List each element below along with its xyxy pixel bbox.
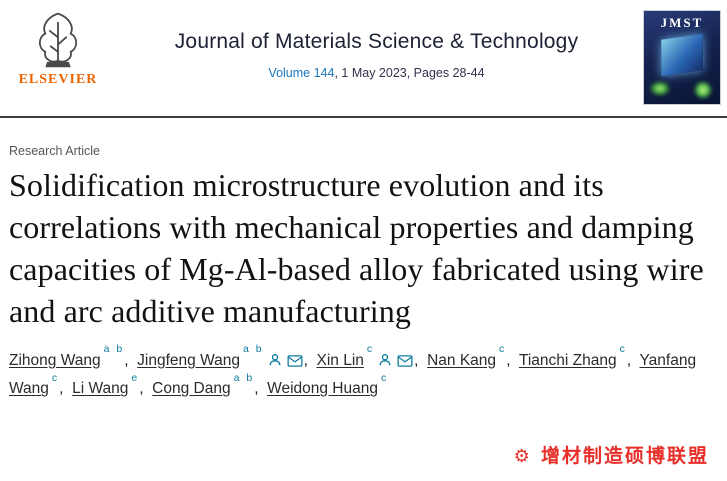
journal-title-link[interactable]: Journal of Materials Science & Technolog…: [174, 30, 579, 53]
author: Xin Linc,: [316, 344, 428, 369]
journal-title-block: Journal of Materials Science & Technolog…: [110, 8, 643, 80]
author: Li Wange,: [72, 373, 153, 398]
cover-glow-graphic: [651, 82, 669, 95]
author-affiliation: a b: [233, 372, 255, 385]
cover-glow-graphic: [695, 82, 711, 98]
author-link[interactable]: Zihong Wang: [9, 351, 101, 369]
author-separator: ,: [303, 351, 317, 369]
author-affiliation: c: [51, 372, 60, 385]
author-link[interactable]: Weidong Huang: [267, 380, 378, 398]
author-separator: ,: [59, 380, 73, 398]
author-link[interactable]: Xin Lin: [316, 351, 364, 369]
author-separator: ,: [414, 351, 428, 369]
author: Yanfang Wangc,: [9, 352, 696, 398]
author-link[interactable]: Nan Kang: [427, 351, 497, 369]
article-type-label: Research Article: [9, 144, 101, 158]
journal-cover-thumbnail[interactable]: JMST: [643, 10, 721, 105]
watermark-gear-icon: ⚙: [513, 446, 532, 466]
author-affiliation: c: [619, 343, 627, 356]
person-icon[interactable]: [378, 353, 392, 367]
author-link[interactable]: Yanfang Wang: [9, 351, 697, 398]
article-front-matter: Research Article Solidification microstr…: [0, 144, 727, 404]
author: Zihong Wanga b,: [9, 344, 138, 369]
author-separator: ,: [254, 380, 268, 398]
watermark-text: 增材制造硕博联盟: [540, 446, 709, 467]
author-affiliation: a b: [103, 343, 125, 356]
author-link[interactable]: Tianchi Zhang: [518, 351, 617, 369]
article-title: Solidification microstructure evolution …: [9, 167, 704, 329]
watermark: ⚙ 增材制造硕博联盟: [514, 441, 709, 468]
author-separator: ,: [626, 351, 640, 369]
cover-jmst-label: JMST: [660, 15, 704, 30]
elsevier-wordmark: ELSEVIER: [18, 72, 98, 87]
author-affiliation: c: [499, 343, 507, 356]
person-icon[interactable]: [268, 353, 282, 367]
author-affiliation: a b: [242, 343, 264, 356]
header-divider: [0, 116, 727, 118]
author-link[interactable]: Li Wang: [72, 380, 129, 398]
journal-masthead: ELSEVIER Journal of Materials Science & …: [0, 0, 727, 108]
author-link[interactable]: Jingfeng Wang: [137, 351, 240, 369]
issue-info: , 1 May 2023, Pages 28-44: [334, 66, 485, 80]
author-separator: ,: [124, 351, 138, 369]
author-link[interactable]: Cong Dang: [152, 380, 231, 398]
author-affiliation: e: [131, 372, 140, 385]
author: Jingfeng Wanga b,: [137, 344, 317, 369]
author: Weidong Huangc: [267, 373, 388, 398]
volume-link[interactable]: Volume 144: [268, 66, 335, 80]
author-separator: ,: [506, 351, 519, 369]
author: Nan Kangc,: [427, 344, 519, 369]
cover-crystal-cube-graphic: [661, 33, 703, 77]
elsevier-tree-icon: [38, 12, 78, 68]
author-affiliation: c: [366, 343, 375, 356]
envelope-icon[interactable]: [287, 354, 303, 367]
issue-line: Volume 144, 1 May 2023, Pages 28-44: [110, 66, 643, 80]
author-list: Zihong Wanga b, Jingfeng Wanga b, Xin Li…: [9, 344, 716, 404]
envelope-icon[interactable]: [397, 354, 413, 367]
author: Tianchi Zhangc,: [518, 344, 640, 369]
author: Cong Danga b,: [152, 373, 268, 398]
author-separator: ,: [139, 380, 153, 398]
elsevier-logo[interactable]: ELSEVIER: [6, 8, 110, 88]
author-affiliation: c: [381, 372, 389, 385]
